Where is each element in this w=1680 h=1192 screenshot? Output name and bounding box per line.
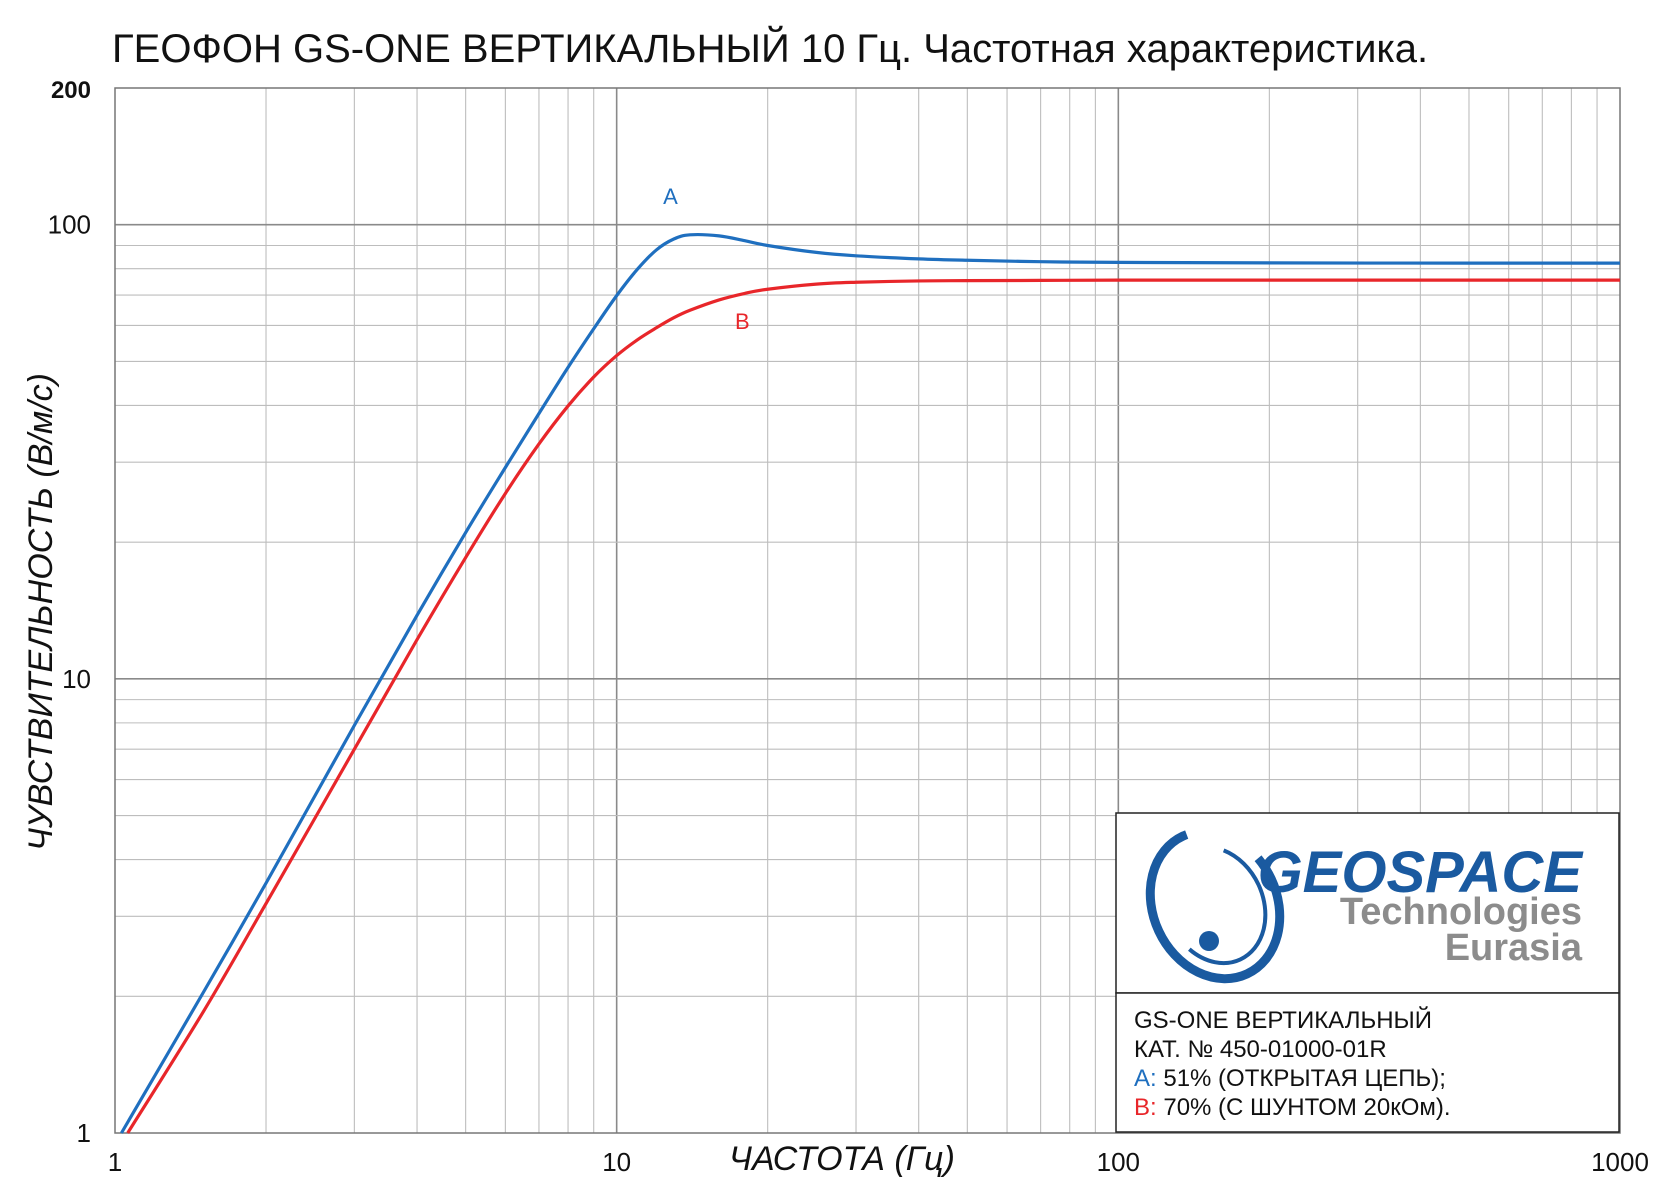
y-tick-label: 200 — [51, 77, 91, 104]
x-tick-label: 1000 — [1591, 1147, 1649, 1177]
y-tick-label: 1 — [77, 1118, 91, 1148]
y-axis-title: ЧУВСТВИТЕЛЬНОСТЬ (В/м/с) — [22, 373, 60, 851]
logo-line-technologies: Technologies — [1340, 891, 1582, 933]
logo-name: GEOSPACE — [1258, 840, 1585, 905]
info-legend-a: A: 51% (ОТКРЫТАЯ ЦЕПЬ); — [1134, 1065, 1446, 1092]
x-axis-title: ЧАСТОТА (Гц) — [729, 1140, 955, 1178]
x-tick-label: 100 — [1097, 1147, 1140, 1177]
legend-a-prefix: A: — [1134, 1065, 1157, 1092]
legend-b-prefix: B: — [1134, 1094, 1157, 1121]
info-box: GS-ONE ВЕРТИКАЛЬНЫЙ КАТ. № 450-01000-01R… — [1115, 992, 1620, 1133]
legend-b-text: 70% (С ШУНТОМ 20кОм). — [1157, 1094, 1451, 1121]
logo-box: GEOSPACE Technologies Eurasia — [1115, 812, 1620, 994]
plot-area-border — [114, 87, 1621, 1134]
chart-title: ГЕОФОН GS-ONE ВЕРТИКАЛЬНЫЙ 10 Гц. Частот… — [112, 25, 1428, 71]
x-tick-label: 1 — [108, 1147, 122, 1177]
curves: AB — [120, 184, 1621, 1134]
y-tick-label: 100 — [48, 210, 91, 240]
tick-labels: 1 10 100 1000 1 10 100 200 — [48, 77, 1649, 1177]
logo-line-eurasia: Eurasia — [1445, 927, 1583, 969]
info-catalog-number: КАТ. № 450-01000-01R — [1134, 1036, 1387, 1063]
legend-a-text: 51% (ОТКРЫТАЯ ЦЕПЬ); — [1157, 1065, 1446, 1092]
info-legend-b: B: 70% (С ШУНТОМ 20кОм). — [1134, 1094, 1451, 1121]
series-line-b — [126, 278, 1620, 1134]
series-line-a — [120, 233, 1621, 1134]
geospace-globe-icon — [1145, 826, 1285, 984]
y-tick-label: 10 — [62, 664, 91, 694]
curve-label-b: B — [735, 309, 750, 334]
x-tick-label: 10 — [602, 1147, 631, 1177]
info-model: GS-ONE ВЕРТИКАЛЬНЫЙ — [1134, 1006, 1432, 1034]
curve-label-a: A — [663, 184, 678, 209]
